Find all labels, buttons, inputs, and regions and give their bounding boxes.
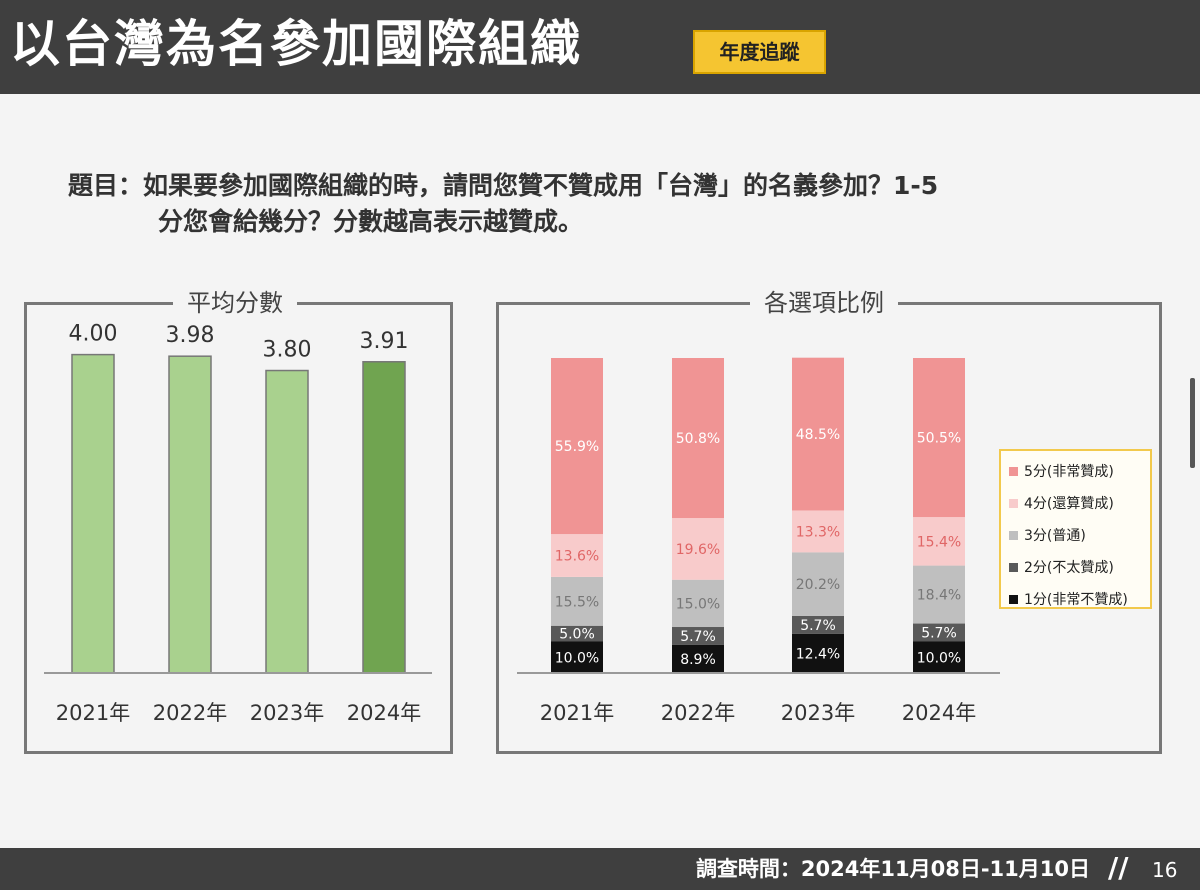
page-title: 以台灣為名參加國際組織 — [10, 15, 582, 73]
survey-period: 調查時間：2024年11月08日-11月10日 — [695, 857, 1090, 881]
footer-divider: // — [1108, 851, 1129, 884]
legend-item: 1分(非常不贊成) — [1009, 583, 1150, 615]
legend-item: 5分(非常贊成) — [1009, 455, 1150, 487]
header-bar: 以台灣為名參加國際組織 年度追蹤 — [0, 0, 1200, 94]
legend-item: 2分(不太贊成) — [1009, 551, 1150, 583]
average-score-panel: 平均分數 — [24, 287, 453, 754]
legend-label: 4分(還算贊成) — [1024, 496, 1114, 512]
legend-swatch — [1009, 594, 1018, 604]
legend-label: 1分(非常不贊成) — [1024, 592, 1128, 608]
legend-label: 2分(不太贊成) — [1024, 560, 1114, 576]
legend-label: 3分(普通) — [1024, 528, 1086, 544]
legend-swatch — [1009, 498, 1018, 508]
legend-item: 4分(還算贊成) — [1009, 487, 1150, 519]
survey-question: 題目：如果要參加國際組織的時，請問您贊不贊成用「台灣」的名義參加？1-5 分您會… — [68, 168, 938, 240]
question-line-1: 題目：如果要參加國際組織的時，請問您贊不贊成用「台灣」的名義參加？1-5 — [68, 171, 939, 200]
legend-swatch — [1009, 530, 1018, 540]
option-ratio-panel-title: 各選項比例 — [750, 287, 898, 319]
question-line-2: 分您會給幾分？分數越高表示越贊成。 — [158, 207, 584, 236]
annual-tracking-badge: 年度追蹤 — [693, 30, 826, 74]
scrollbar[interactable] — [1190, 378, 1195, 468]
stacked-chart-legend: 5分(非常贊成) 4分(還算贊成) 3分(普通) 2分(不太贊成) 1分(非常不贊成) — [999, 449, 1152, 609]
legend-item: 3分(普通) — [1009, 519, 1150, 551]
footer-bar: 調查時間：2024年11月08日-11月10日 // 16 — [0, 848, 1200, 890]
page-number: 16 — [1152, 858, 1178, 882]
legend-swatch — [1009, 466, 1018, 476]
legend-label: 5分(非常贊成) — [1024, 464, 1114, 480]
average-score-panel-title: 平均分數 — [173, 287, 297, 319]
option-ratio-panel: 各選項比例 — [496, 287, 1162, 754]
legend-swatch — [1009, 562, 1018, 572]
